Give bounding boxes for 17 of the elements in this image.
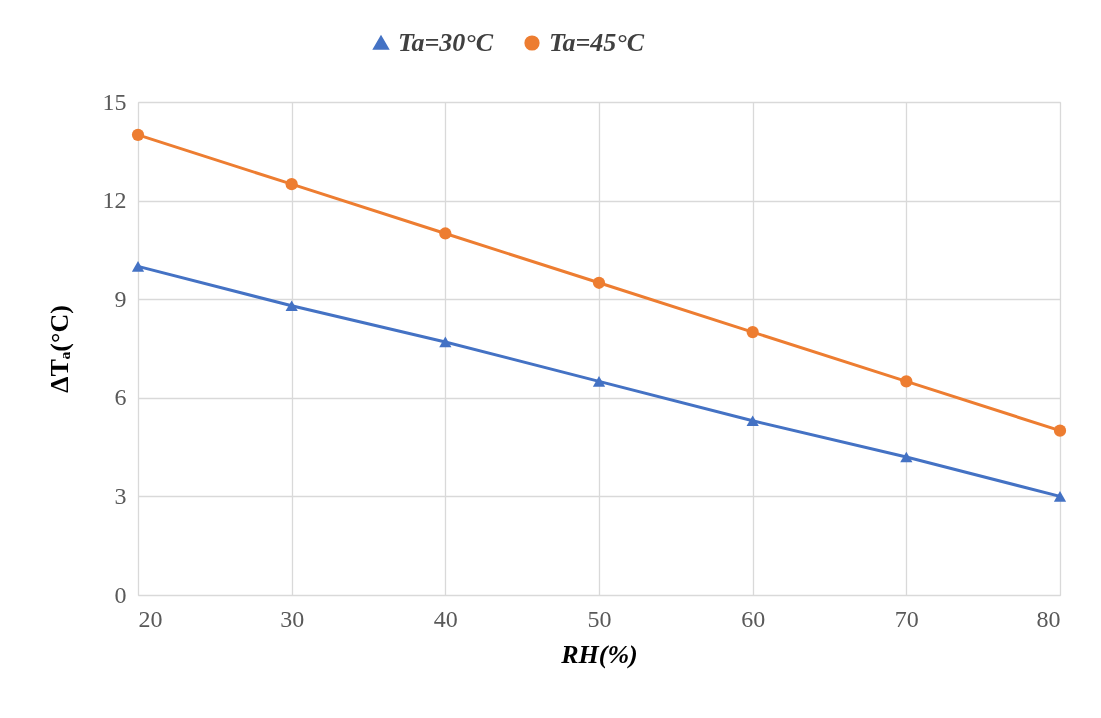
x-tick-label: 70 — [894, 605, 919, 632]
y-tick-label: 0 — [114, 581, 127, 608]
y-axis-title: ΔTₐ(°C) — [44, 305, 74, 393]
y-tick-label: 6 — [114, 384, 127, 411]
x-tick-label: 50 — [587, 605, 612, 632]
legend-label: Ta=30°C — [398, 28, 494, 57]
y-tick-label: 9 — [114, 285, 127, 312]
y-tick-label: 12 — [102, 187, 127, 214]
y-tick-label: 3 — [114, 482, 127, 509]
x-axis-title: RH(%) — [560, 639, 638, 669]
x-tick-label: 40 — [433, 605, 458, 632]
x-tick-label: 20 — [138, 605, 163, 632]
y-tick-label: 15 — [102, 88, 127, 115]
x-tick-label: 60 — [741, 605, 766, 632]
x-tick-label: 80 — [1036, 605, 1061, 632]
x-tick-label: 30 — [280, 605, 305, 632]
legend-label: Ta=45°C — [549, 28, 645, 57]
